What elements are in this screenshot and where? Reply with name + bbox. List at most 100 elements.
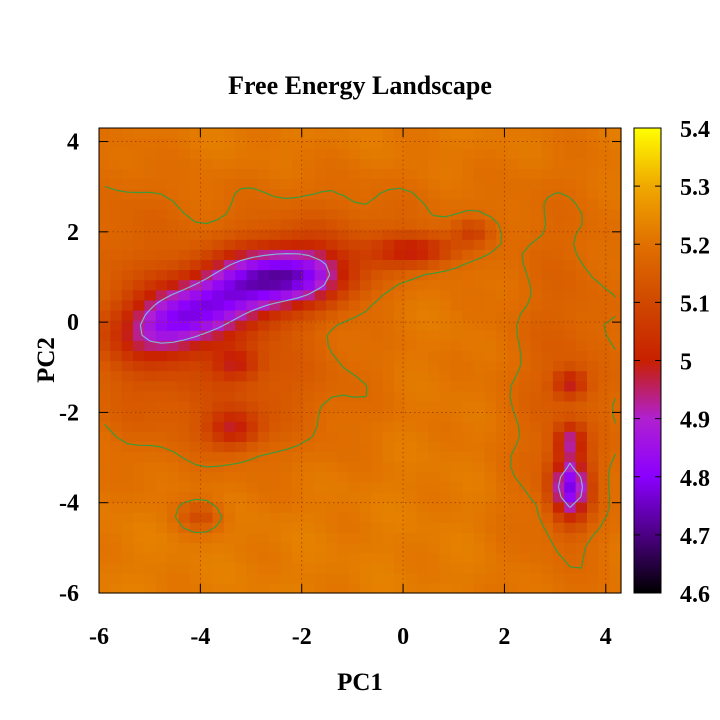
heatmap-cell bbox=[325, 309, 338, 321]
heatmap-cell bbox=[462, 309, 475, 321]
heatmap-cell bbox=[121, 229, 134, 240]
heatmap-cell bbox=[257, 512, 270, 523]
heatmap-cell bbox=[484, 218, 497, 230]
heatmap-cell bbox=[360, 370, 372, 382]
heatmap-cell bbox=[189, 208, 202, 220]
heatmap-cell bbox=[314, 491, 327, 503]
heatmap-cell bbox=[325, 299, 338, 311]
heatmap-cell bbox=[428, 340, 441, 351]
heatmap-cell bbox=[291, 178, 304, 190]
heatmap-cell bbox=[416, 471, 429, 483]
heatmap-cell bbox=[257, 350, 270, 362]
heatmap-cell bbox=[473, 380, 486, 392]
heatmap-cell bbox=[609, 259, 622, 271]
heatmap-cell bbox=[223, 512, 236, 523]
heatmap-cell bbox=[314, 481, 327, 493]
heatmap-cell bbox=[428, 532, 441, 544]
heatmap-cell bbox=[291, 512, 304, 523]
heatmap-cell bbox=[371, 208, 384, 220]
heatmap-cell bbox=[325, 502, 338, 513]
heatmap-cell bbox=[484, 198, 497, 210]
heatmap-cell bbox=[291, 229, 304, 240]
heatmap-cell bbox=[371, 360, 384, 372]
heatmap-cell bbox=[405, 532, 418, 544]
heatmap-cell bbox=[484, 552, 497, 564]
heatmap-cell bbox=[394, 471, 406, 483]
heatmap-cell bbox=[246, 461, 259, 473]
heatmap-cell bbox=[507, 249, 520, 261]
heatmap-cell bbox=[530, 249, 543, 261]
heatmap-cell bbox=[155, 431, 168, 442]
heatmap-cell bbox=[496, 360, 509, 372]
heatmap-cell bbox=[382, 562, 395, 574]
heatmap-cell bbox=[484, 522, 497, 533]
heatmap-cell bbox=[609, 128, 622, 139]
heatmap-cell bbox=[155, 279, 168, 291]
heatmap-cell bbox=[201, 289, 214, 301]
heatmap-cell bbox=[291, 218, 304, 230]
heatmap-cell bbox=[428, 218, 441, 230]
heatmap-cell bbox=[178, 461, 191, 473]
heatmap-cell bbox=[609, 340, 622, 351]
heatmap-cell bbox=[507, 502, 520, 513]
heatmap-cell bbox=[416, 572, 429, 584]
heatmap-cell bbox=[496, 552, 509, 564]
heatmap-cell bbox=[212, 441, 225, 453]
heatmap-cell bbox=[507, 229, 520, 240]
heatmap-cell bbox=[575, 360, 588, 372]
heatmap-cell bbox=[598, 421, 611, 432]
heatmap-cell bbox=[598, 218, 611, 230]
heatmap-cell bbox=[303, 229, 316, 240]
heatmap-cell bbox=[371, 320, 384, 331]
heatmap-cell bbox=[541, 572, 554, 584]
heatmap-cell bbox=[110, 512, 123, 523]
heatmap-cell bbox=[269, 370, 282, 382]
heatmap-cell bbox=[394, 360, 406, 372]
heatmap-cell bbox=[121, 299, 134, 311]
heatmap-cell bbox=[405, 269, 418, 281]
heatmap-cell bbox=[189, 532, 202, 544]
heatmap-cell bbox=[155, 380, 168, 392]
heatmap-cell bbox=[360, 148, 372, 159]
heatmap-cell bbox=[394, 138, 406, 149]
heatmap-cell bbox=[439, 380, 452, 392]
heatmap-cell bbox=[269, 562, 282, 574]
heatmap-cell bbox=[257, 128, 270, 139]
heatmap-cell bbox=[303, 390, 316, 402]
heatmap-cell bbox=[269, 451, 282, 463]
heatmap-cell bbox=[598, 522, 611, 533]
heatmap-cell bbox=[303, 451, 316, 463]
heatmap-cell bbox=[496, 279, 509, 291]
heatmap-cell bbox=[110, 390, 123, 402]
heatmap-cell bbox=[178, 451, 191, 463]
heatmap-cell bbox=[235, 572, 248, 584]
heatmap-cell bbox=[552, 188, 565, 200]
heatmap-cell bbox=[246, 532, 259, 544]
heatmap-cell bbox=[439, 138, 452, 149]
heatmap-cell bbox=[133, 188, 145, 200]
heatmap-cell bbox=[439, 309, 452, 321]
heatmap-cell bbox=[360, 502, 372, 513]
heatmap-cell bbox=[348, 279, 361, 291]
heatmap-cell bbox=[121, 421, 134, 432]
heatmap-cell bbox=[280, 532, 293, 544]
heatmap-cell bbox=[314, 259, 327, 271]
heatmap-cell bbox=[133, 552, 145, 564]
heatmap-cell bbox=[360, 380, 372, 392]
heatmap-cell bbox=[155, 572, 168, 584]
y-tick-label: 4 bbox=[67, 130, 79, 156]
heatmap-cell bbox=[280, 350, 293, 362]
heatmap-cell bbox=[496, 380, 509, 392]
heatmap-cell bbox=[257, 502, 270, 513]
heatmap-cell bbox=[155, 208, 168, 220]
heatmap-cell bbox=[609, 198, 622, 210]
heatmap-cell bbox=[144, 259, 157, 271]
heatmap-cell bbox=[416, 441, 429, 453]
heatmap-cell bbox=[371, 441, 384, 453]
heatmap-cell bbox=[405, 259, 418, 271]
heatmap-cell bbox=[110, 451, 123, 463]
heatmap-cell bbox=[348, 188, 361, 200]
heatmap-cell bbox=[280, 198, 293, 210]
heatmap-cell bbox=[167, 218, 180, 230]
heatmap-cell bbox=[416, 512, 429, 523]
